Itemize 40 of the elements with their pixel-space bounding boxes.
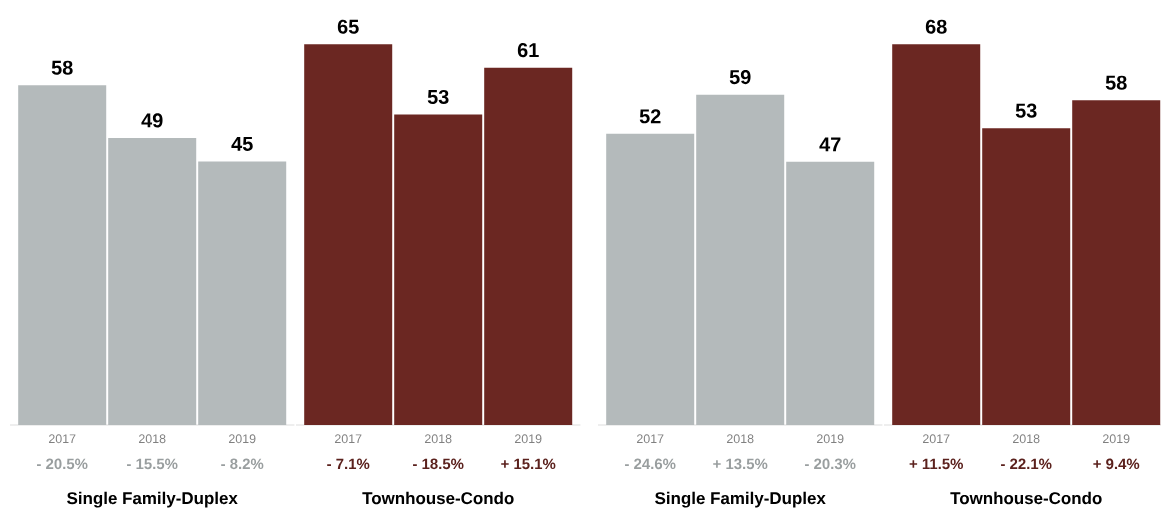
text: - 20.3%: [805, 458, 856, 470]
text: + 9.4%: [1093, 458, 1140, 470]
text: - 8.2%: [221, 458, 264, 470]
x-tick-label: 2019: [816, 434, 844, 444]
text: - 15.5%: [127, 458, 178, 470]
data-label: 58: [1105, 75, 1127, 90]
data-label: 68: [925, 19, 947, 34]
x-tick-label: 2017: [48, 434, 76, 444]
data-label: 47: [819, 137, 841, 152]
data-label: 59: [729, 70, 751, 85]
data-label: 58: [51, 60, 73, 75]
text: - 24.6%: [625, 458, 676, 470]
x-tick-label: 2018: [1012, 434, 1040, 444]
text: - 18.5%: [413, 458, 464, 470]
text: - 7.1%: [327, 458, 370, 470]
text: + 13.5%: [713, 458, 768, 470]
x-tick-label: 2017: [636, 434, 664, 444]
x-tick-label: 2018: [726, 434, 754, 444]
x-axis-title: Single Family-Duplex: [655, 491, 826, 508]
x-tick-label: 2017: [922, 434, 950, 444]
text: - 20.5%: [37, 458, 88, 470]
x-tick-label: 2019: [1102, 434, 1130, 444]
text: + 15.1%: [501, 458, 556, 470]
x-tick-label: 2019: [514, 434, 542, 444]
x-tick-label: 2019: [228, 434, 256, 444]
x-tick-label: 2018: [424, 434, 452, 444]
data-label: 65: [337, 19, 359, 34]
text: + 11.5%: [909, 458, 964, 470]
x-tick-label: 2017: [334, 434, 362, 444]
data-label: 53: [1015, 103, 1037, 118]
data-label: 49: [141, 113, 163, 128]
data-label: 52: [639, 109, 661, 124]
data-label: 53: [427, 89, 449, 105]
text: - 22.1%: [1001, 458, 1052, 470]
data-label: 45: [231, 137, 253, 151]
data-label: 61: [517, 43, 539, 58]
x-axis-title: Single Family-Duplex: [67, 491, 238, 508]
x-axis-title: Townhouse-Condo: [950, 491, 1102, 505]
x-tick-label: 2018: [138, 434, 166, 444]
x-axis-title: Townhouse-Condo: [362, 491, 514, 505]
